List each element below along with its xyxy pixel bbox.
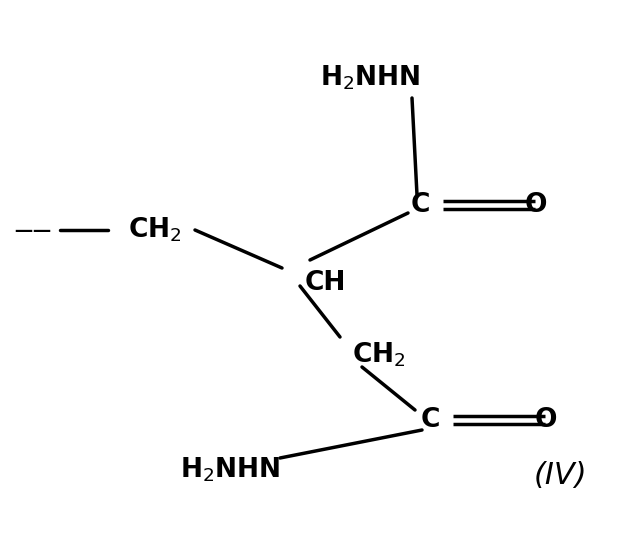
Text: O: O xyxy=(535,407,558,433)
Text: (IV): (IV) xyxy=(533,461,587,489)
Text: $-\!\!-$: $-\!\!-$ xyxy=(12,217,52,243)
Text: H$_2$NHN: H$_2$NHN xyxy=(320,64,420,92)
Text: H$_2$NHN: H$_2$NHN xyxy=(180,456,280,485)
Text: CH$_2$: CH$_2$ xyxy=(128,216,182,244)
Text: CH: CH xyxy=(305,270,346,296)
Text: O: O xyxy=(525,192,548,218)
Text: C: C xyxy=(410,192,429,218)
Text: CH$_2$: CH$_2$ xyxy=(352,341,406,370)
Text: C: C xyxy=(420,407,439,433)
